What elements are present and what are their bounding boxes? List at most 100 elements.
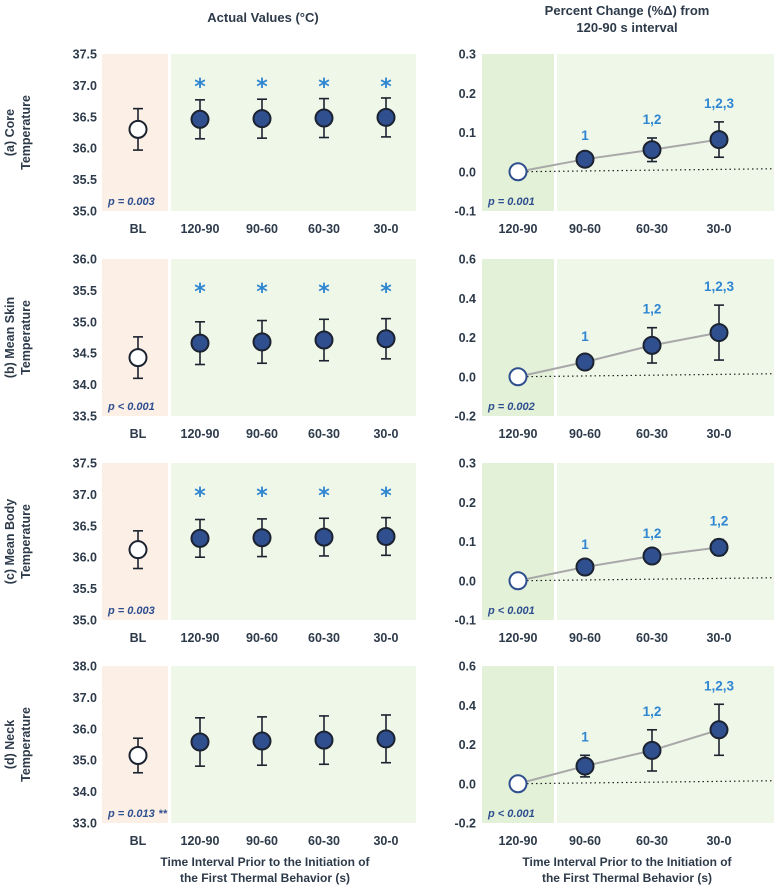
y-tick-label: 35.5 (73, 284, 97, 298)
x-tick-label: 120-90 (499, 427, 538, 441)
row-label-line1: (a) Core (3, 109, 17, 156)
interval-band (557, 259, 774, 416)
x-tick-label: 90-60 (569, 222, 601, 236)
data-point (376, 107, 396, 127)
baseline-marker (128, 348, 148, 368)
p-value-symbol: p = 0.001 (487, 196, 535, 208)
y-tick-label: 0.2 (459, 738, 476, 752)
y-tick-label: -0.1 (454, 614, 476, 628)
significance-label: 1 (581, 329, 589, 344)
panel-right-2: 0.6 0.4 0.2 0.0 -0.2 120-90 90-60 60-30 30-0 p = … (454, 253, 775, 441)
significance-star: * (318, 75, 330, 100)
significance-star: * (256, 75, 268, 100)
data-point (190, 732, 210, 752)
right-column-header-line1: Percent Change (%Δ) from (545, 3, 710, 18)
significance-label: 1,2,3 (704, 96, 735, 111)
y-tick-label: 36.0 (73, 722, 97, 736)
significance-star: * (256, 484, 268, 509)
x-tick-label: BL (130, 222, 147, 236)
y-tick-label: 0.1 (459, 535, 476, 549)
row-label-line2: Temperature (19, 504, 33, 579)
panel-left-4: 38.0 37.0 36.0 35.0 34.0 33.0 BL 120-90 90-60 60-… (3, 660, 416, 848)
y-tick-label: 0.3 (459, 48, 476, 62)
significance-label: 1 (581, 128, 589, 143)
x-tick-label: 30-0 (373, 222, 398, 236)
y-tick-label: 37.0 (73, 691, 97, 705)
x-tick-label: 30-0 (706, 834, 731, 848)
p-value-symbol: p = 0.002 (487, 401, 535, 413)
x-tick-label: 30-0 (373, 631, 398, 645)
reference-band (482, 666, 554, 823)
x-tick-label: 120-90 (499, 834, 538, 848)
p-value-label: p < 0.001 (107, 401, 155, 413)
x-tick-label: 90-60 (246, 222, 278, 236)
baseline-marker (508, 774, 528, 794)
interval-band (557, 666, 774, 823)
baseline-marker (128, 540, 148, 560)
y-tick-label: 0.6 (459, 253, 476, 267)
y-tick-label: -0.2 (454, 410, 476, 424)
panel-right-3: 0.3 0.2 0.1 0.0 -0.1 120-90 90-60 60-30 30-0 p < … (454, 457, 775, 645)
y-tick-label: 0.0 (459, 574, 476, 588)
y-tick-label: 37.5 (73, 457, 97, 471)
data-point (642, 335, 662, 355)
significance-star: * (380, 484, 392, 509)
panel-left-2: 36.0 35.5 35.0 34.5 34.0 33.5 BL 120-90 90-60 60-… (3, 253, 416, 441)
y-tick-label: -0.1 (454, 205, 476, 219)
interval-band (171, 54, 416, 211)
series-line (517, 331, 720, 378)
data-point (314, 330, 334, 350)
significance-label: 1,2 (643, 302, 662, 317)
x-tick-label: 90-60 (246, 834, 278, 848)
y-tick-label: 35.0 (73, 205, 97, 219)
p-value-symbol: p < 0.001 (107, 401, 155, 413)
series-line (517, 728, 720, 785)
x-tick-label: 30-0 (706, 427, 731, 441)
x-tick-label: 60-30 (308, 222, 340, 236)
data-point (575, 756, 595, 776)
baseline-marker (128, 119, 148, 139)
p-value-symbol: p = 0.003 (107, 196, 155, 208)
y-tick-label: 36.0 (73, 253, 97, 267)
panel-right-4: 0.6 0.4 0.2 0.0 -0.2 120-90 90-60 60-30 30-0 p < … (454, 660, 775, 848)
data-point (190, 528, 210, 548)
p-value-note: ** (159, 808, 168, 820)
data-point (252, 332, 272, 352)
p-value-label: p = 0.003 (107, 605, 155, 617)
x-tick-label: 60-30 (308, 427, 340, 441)
significance-star: * (256, 280, 268, 305)
y-tick-label: 36.0 (73, 551, 97, 565)
interval-band (557, 463, 774, 620)
significance-label: 1 (581, 729, 589, 744)
data-point (376, 729, 396, 749)
x-tick-label: 60-30 (636, 834, 668, 848)
x-tick-label: BL (130, 427, 147, 441)
y-tick-label: 37.5 (73, 48, 97, 62)
panel-left-3: 37.5 37.0 36.5 36.0 35.5 35.0 BL 120-90 90-60 60-… (3, 457, 416, 645)
y-tick-label: 37.0 (73, 488, 97, 502)
y-tick-label: 0.1 (459, 126, 476, 140)
y-tick-label: 0.4 (459, 699, 476, 713)
reference-band (482, 259, 554, 416)
x-tick-label: 60-30 (636, 222, 668, 236)
interval-band (557, 54, 774, 211)
y-tick-label: 0.2 (459, 87, 476, 101)
y-tick-label: 35.5 (73, 582, 97, 596)
row-label-line2: Temperature (19, 95, 33, 170)
y-tick-label: 36.5 (73, 519, 97, 533)
significance-label: 1,2 (643, 704, 662, 719)
interval-band (171, 259, 416, 416)
y-tick-label: 34.5 (73, 347, 97, 361)
data-point (252, 109, 272, 129)
significance-label: 1,2 (643, 112, 662, 127)
significance-star: * (194, 75, 206, 100)
interval-band (171, 666, 416, 823)
baseline-band (102, 666, 168, 823)
x-tick-label: 60-30 (308, 834, 340, 848)
panel-right-1: 0.3 0.2 0.1 0.0 -0.1 120-90 90-60 60-30 30-0 p = … (454, 48, 775, 236)
y-tick-label: 34.0 (73, 785, 97, 799)
x-tick-label: 90-60 (246, 631, 278, 645)
x-tick-label: 90-60 (246, 427, 278, 441)
x-tick-label: BL (130, 631, 147, 645)
x-tick-label: 60-30 (308, 631, 340, 645)
